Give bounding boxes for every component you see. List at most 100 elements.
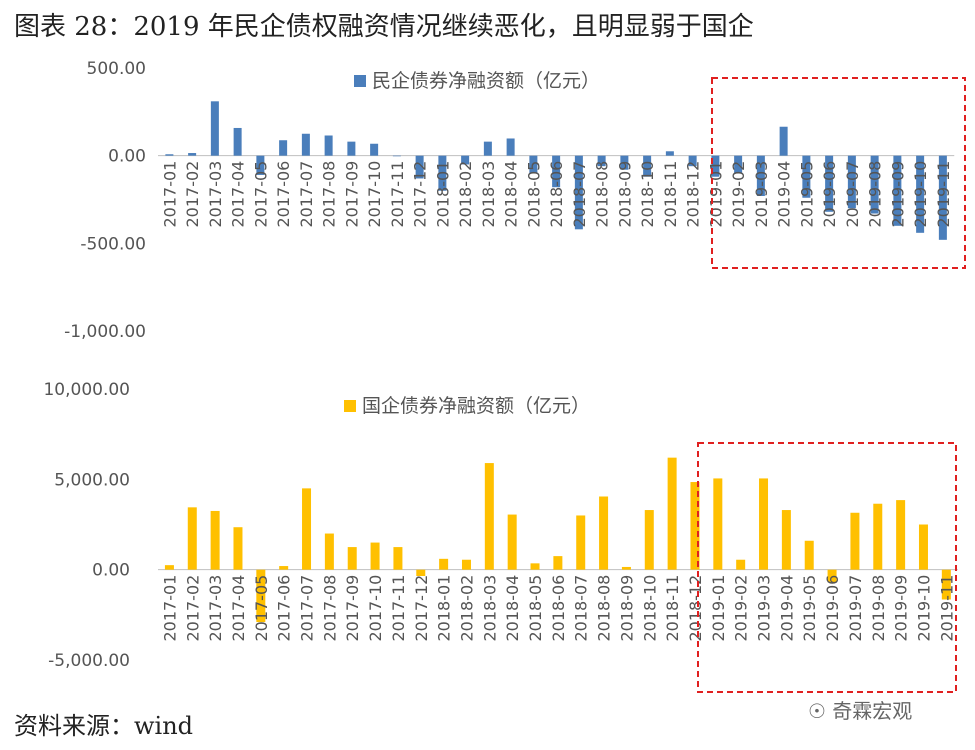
bar: [893, 155, 902, 226]
watermark: ☉ 奇霖宏观: [808, 695, 912, 724]
x-tick-label: 2019-11: [934, 161, 953, 228]
bar: [690, 482, 700, 570]
x-tick-label: 2019-10: [914, 575, 933, 642]
x-tick-label: 2017-09: [343, 575, 362, 642]
x-tick-label: 2018-10: [638, 161, 657, 228]
x-tick-label: 2018-05: [526, 575, 545, 642]
x-tick-label: 2019-11: [937, 575, 956, 642]
x-tick-label: 2017-12: [411, 161, 430, 228]
x-tick-label: 2018-02: [457, 575, 476, 642]
bar: [916, 155, 925, 233]
x-tick-label: 2018-06: [549, 575, 568, 642]
x-tick-label: 2018-04: [502, 161, 521, 228]
x-tick-label: 2019-08: [869, 575, 888, 642]
bar: [896, 500, 906, 570]
wechat-icon: ☉: [808, 699, 826, 723]
x-tick-label: 2018-07: [572, 575, 591, 642]
x-tick-label: 2017-04: [229, 575, 248, 642]
bar: [233, 127, 242, 156]
bar: [210, 101, 219, 156]
x-tick-label: 2019-09: [888, 161, 907, 228]
bar: [301, 133, 310, 156]
x-tick-label: 2019-03: [752, 161, 771, 228]
bar: [688, 155, 697, 167]
bar: [870, 155, 879, 214]
chart-1: 500.00 0.00 -500.00 -1,000.00 2017-01 2017-02…: [64, 59, 966, 342]
bar: [188, 153, 197, 156]
bar: [279, 140, 288, 156]
bar: [233, 527, 243, 570]
watermark-text: 奇霖宏观: [832, 699, 913, 723]
bar: [802, 155, 811, 198]
figure-title: 图表 28：2019 年民企债权融资情况继续恶化，且明显弱于国企: [14, 12, 754, 42]
bar: [827, 569, 837, 583]
bar: [324, 533, 334, 570]
bar: [256, 569, 266, 623]
bar: [643, 155, 652, 177]
x-tick-label: 2018-05: [524, 161, 543, 228]
y-tick-label: -5,000.00: [48, 651, 130, 671]
source-note: 资料来源：wind: [14, 712, 194, 740]
bar: [665, 151, 674, 156]
x-tick-label: 2018-02: [456, 161, 475, 228]
x-tick-label: 2019-06: [823, 575, 842, 642]
bar: [574, 155, 583, 230]
x-tick-label: 2019-02: [732, 575, 751, 642]
x-tick-label: 2017-12: [412, 575, 431, 642]
x-tick-label: 2018-04: [503, 575, 522, 642]
x-tick-label: 2019-04: [777, 575, 796, 642]
x-tick-label: 2019-02: [729, 161, 748, 228]
x-tick-label: 2018-12: [686, 575, 705, 642]
x-tick-label: 2017-06: [275, 575, 294, 642]
bar: [347, 547, 357, 570]
x-tick-label: 2018-08: [593, 161, 612, 228]
bar: [187, 507, 197, 570]
bar: [599, 496, 609, 570]
x-tick-label: 2018-03: [480, 575, 499, 642]
x-tick-label: 2017-03: [206, 575, 225, 642]
bar: [370, 542, 380, 570]
bar: [941, 569, 951, 600]
x-tick-label: 2019-08: [866, 161, 885, 228]
legend-label: 国企债券净融资额（亿元）: [362, 395, 590, 417]
x-tick-label: 2017-04: [229, 161, 248, 228]
x-tick-label: 2017-11: [389, 575, 408, 642]
bar: [873, 503, 883, 570]
x-tick-label: 2018-06: [547, 161, 566, 228]
bar: [553, 556, 563, 570]
x-tick-label: 2019-05: [800, 575, 819, 642]
bar: [644, 510, 654, 570]
bar: [256, 155, 265, 175]
x-tick-label: 2017-11: [388, 161, 407, 228]
x-tick-label: 2019-07: [846, 575, 865, 642]
bar: [552, 155, 561, 188]
y-tick-label: 500.00: [87, 59, 146, 79]
bar: [938, 155, 947, 240]
x-tick-label: 2018-12: [684, 161, 703, 228]
bar: [621, 566, 631, 570]
y-tick-label: -500.00: [80, 234, 146, 254]
bar: [392, 155, 401, 157]
x-tick-label: 2019-04: [775, 161, 794, 228]
bar: [164, 565, 174, 570]
bar: [506, 138, 515, 156]
x-tick-label: 2019-06: [820, 161, 839, 228]
x-tick-label: 2017-01: [160, 161, 179, 228]
bar: [736, 559, 746, 570]
y-tick-label: 0.00: [92, 561, 130, 581]
bar: [324, 135, 333, 156]
x-tick-label: 2017-10: [365, 161, 384, 228]
x-tick-label: 2017-07: [298, 575, 317, 642]
x-tick-label: 2017-03: [206, 161, 225, 228]
bar: [530, 563, 540, 570]
bar: [416, 569, 426, 576]
bar: [279, 566, 289, 570]
bar: [847, 155, 856, 209]
bar: [483, 141, 492, 156]
x-tick-label: 2018-01: [433, 161, 452, 228]
bar: [918, 524, 928, 570]
y-tick-label: -1,000.00: [64, 322, 146, 342]
x-tick-label: 2017-10: [366, 575, 385, 642]
x-tick-label: 2019-07: [843, 161, 862, 228]
